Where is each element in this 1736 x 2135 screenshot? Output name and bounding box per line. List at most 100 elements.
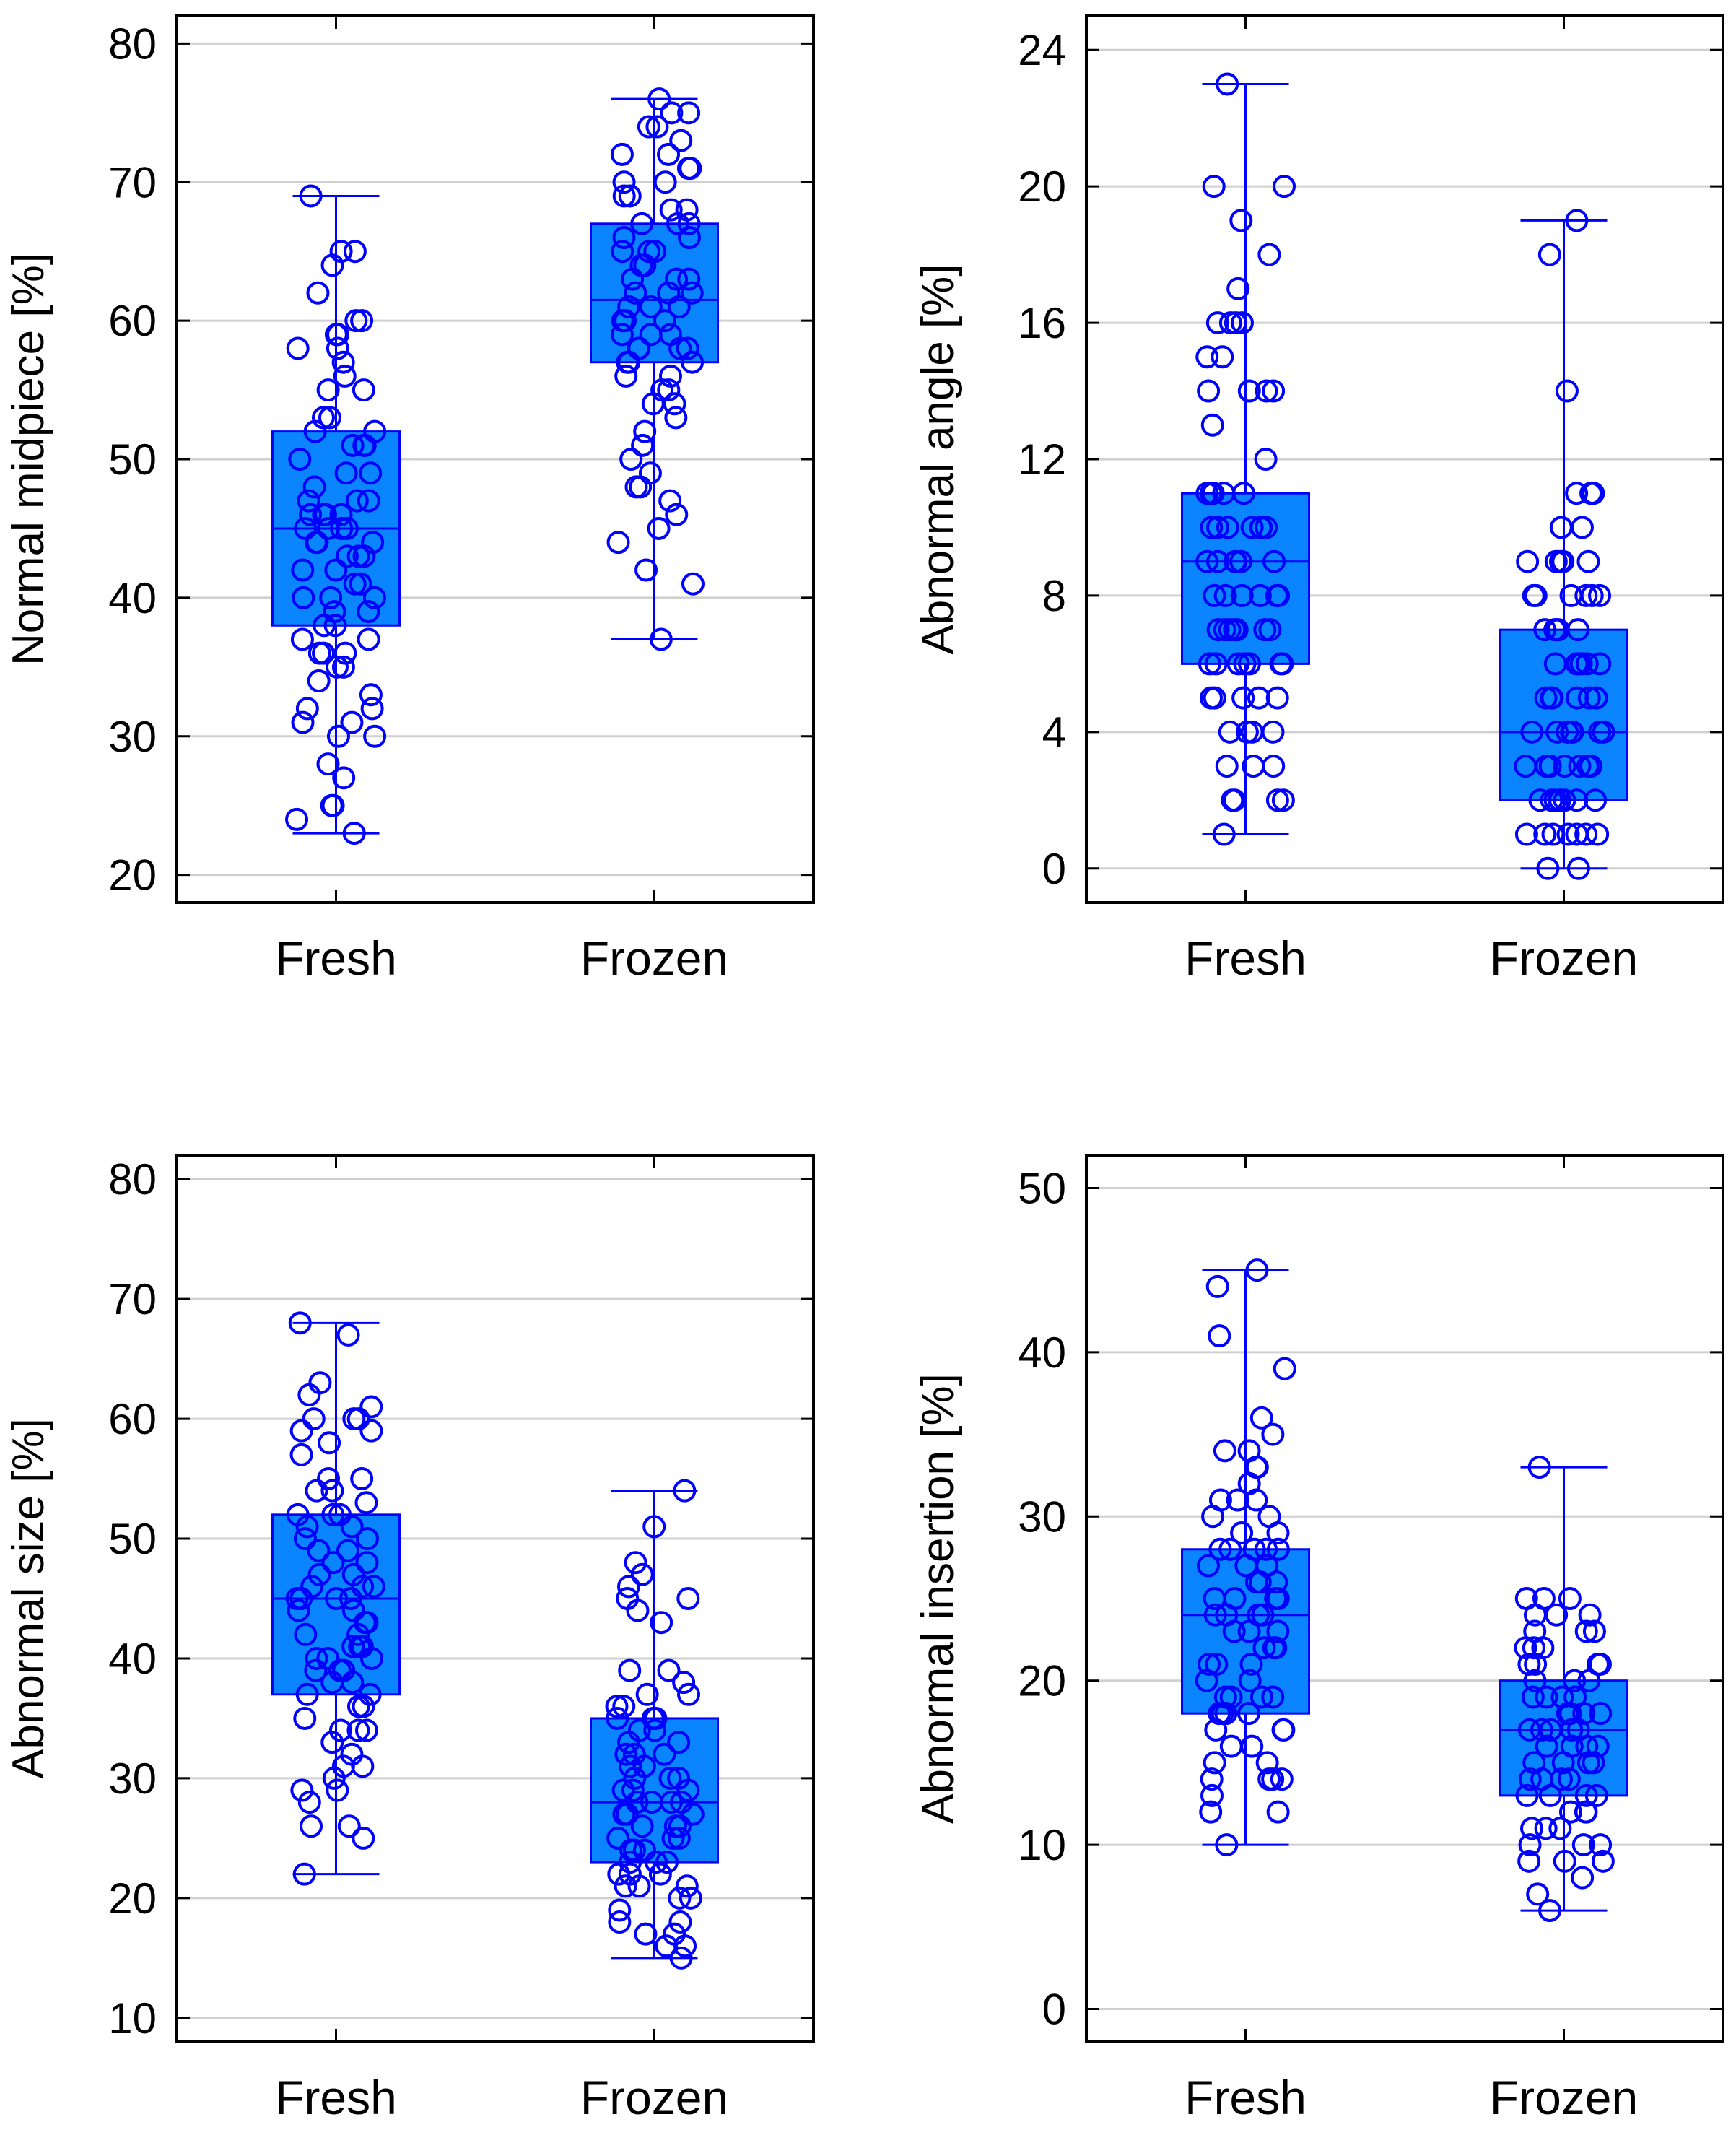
data-point	[1563, 1669, 1587, 1692]
data-point	[1230, 1521, 1254, 1545]
data-point	[344, 309, 368, 333]
data-point	[300, 1814, 323, 1838]
data-point	[1270, 1767, 1294, 1791]
data-point	[289, 1443, 313, 1466]
data-point	[1249, 1685, 1273, 1709]
data-point	[648, 1862, 672, 1886]
data-point	[325, 1587, 349, 1610]
data-point	[1523, 1669, 1547, 1692]
data-point	[1584, 686, 1608, 710]
data-point	[1271, 1718, 1295, 1742]
data-point	[1244, 1488, 1268, 1512]
data-point	[1195, 1669, 1218, 1692]
data-point	[658, 489, 682, 513]
data-point	[1517, 1849, 1541, 1873]
data-point	[316, 516, 340, 540]
data-point	[350, 309, 374, 333]
data-point	[1520, 1817, 1544, 1840]
data-point	[1533, 822, 1557, 846]
data-point	[341, 433, 365, 457]
data-point	[1545, 720, 1569, 744]
data-point	[1575, 652, 1599, 676]
data-point	[1591, 1849, 1615, 1873]
data-point	[339, 1587, 362, 1610]
plot-frame	[1085, 14, 1724, 904]
data-point	[316, 1646, 340, 1670]
data-point	[1574, 583, 1598, 607]
data-point	[1226, 277, 1250, 300]
data-point	[1265, 686, 1289, 710]
data-point	[664, 406, 688, 430]
data-point	[354, 1718, 378, 1742]
data-point	[634, 558, 658, 582]
data-point	[1212, 822, 1236, 846]
data-point	[1570, 516, 1594, 539]
y-tick-label: 50	[1018, 1164, 1066, 1212]
data-point	[1253, 618, 1277, 642]
data-point	[1206, 549, 1230, 573]
panel-normal-midpiece: 20 30 40 50 60 70 80 Fresh Frozen Normal midpiece…	[4, 14, 815, 985]
data-point	[289, 1587, 313, 1610]
data-point	[292, 586, 315, 609]
data-point	[1528, 788, 1552, 812]
data-point	[1231, 686, 1255, 710]
data-point	[1574, 1619, 1598, 1643]
data-point	[307, 1562, 331, 1586]
data-point	[289, 1419, 313, 1443]
data-point	[1205, 311, 1229, 335]
data-point	[295, 1682, 319, 1706]
data-point	[606, 1706, 629, 1730]
data-point	[313, 614, 336, 638]
data-point	[677, 101, 701, 125]
data-point	[354, 1491, 378, 1515]
data-point	[640, 1791, 663, 1814]
data-point	[1255, 1751, 1279, 1775]
data-point	[1266, 1587, 1290, 1610]
data-point	[621, 267, 645, 291]
data-point	[1264, 1636, 1288, 1660]
data-point	[306, 281, 330, 305]
y-tick-label: 20	[108, 851, 157, 900]
x-tick-label: Frozen	[580, 2071, 728, 2124]
data-point	[285, 807, 309, 831]
data-point	[1566, 856, 1590, 880]
y-tick-label: 50	[108, 1515, 157, 1563]
data-point	[1212, 482, 1236, 505]
data-point	[350, 1467, 374, 1491]
data-point	[1520, 720, 1544, 744]
data-point	[295, 697, 319, 721]
data-point	[307, 669, 331, 692]
data-point	[326, 1778, 349, 1802]
data-point	[318, 1431, 341, 1455]
data-point	[624, 475, 648, 499]
data-point	[606, 1826, 630, 1850]
data-point	[362, 1575, 385, 1599]
data-point	[1226, 1488, 1249, 1512]
data-point	[660, 101, 684, 125]
data-point	[667, 1826, 691, 1850]
y-tick-label: 40	[108, 574, 157, 622]
data-point	[316, 378, 340, 402]
data-point	[303, 419, 327, 443]
data-point	[357, 489, 380, 513]
data-point	[1515, 1783, 1539, 1807]
data-point	[1534, 1817, 1558, 1840]
data-point	[308, 1371, 332, 1395]
y-tick-label: 50	[108, 435, 157, 484]
data-point	[1249, 516, 1273, 539]
data-point	[1240, 516, 1264, 539]
data-point	[321, 1551, 345, 1575]
data-point	[1522, 1636, 1545, 1660]
data-point	[1545, 1603, 1569, 1627]
data-point	[305, 1479, 328, 1503]
data-point	[680, 281, 704, 305]
data-point	[650, 1611, 673, 1635]
data-point	[290, 1778, 314, 1802]
data-point	[1199, 1800, 1223, 1824]
data-point	[1527, 1456, 1551, 1479]
data-point	[611, 1778, 635, 1802]
data-point	[1225, 618, 1249, 642]
data-point	[1205, 1274, 1229, 1298]
y-tick-label: 40	[1018, 1329, 1066, 1377]
data-point	[362, 586, 386, 609]
